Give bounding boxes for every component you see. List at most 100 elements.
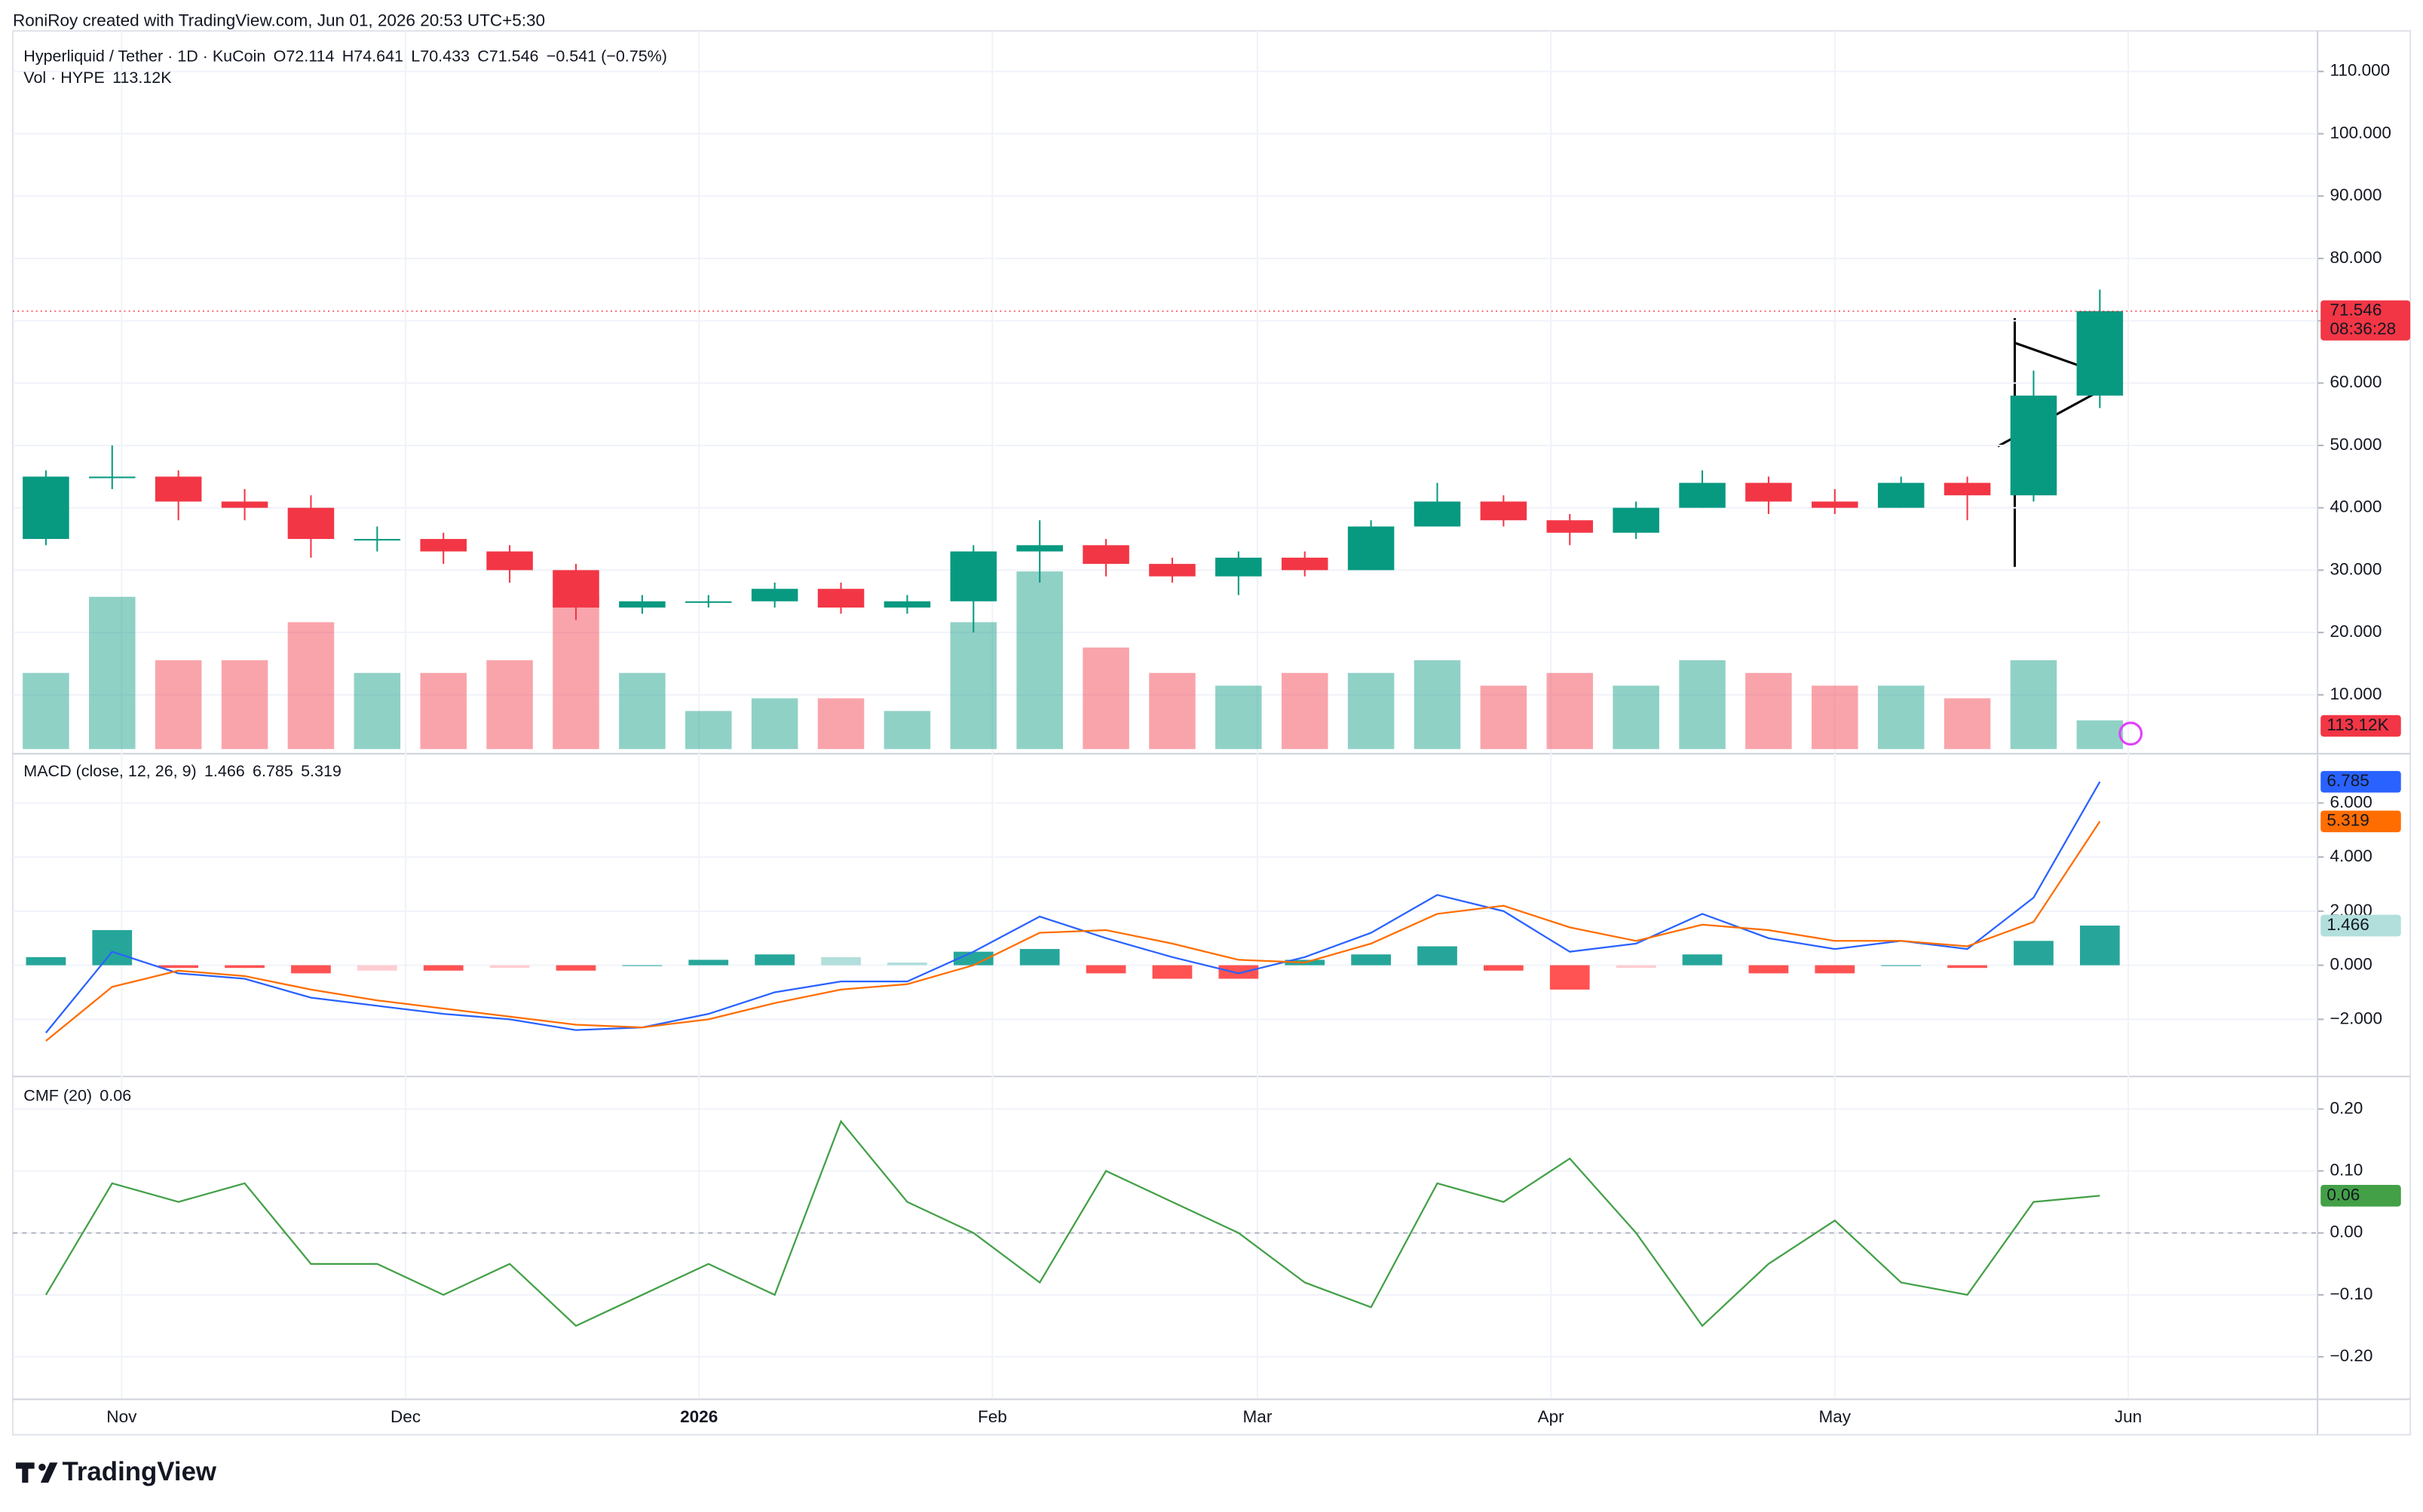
candle-body <box>1480 501 1527 521</box>
volume-bar <box>1877 685 1925 749</box>
candle-body <box>1149 564 1196 577</box>
volume-bar <box>1215 685 1262 749</box>
candle-body <box>1546 520 1594 533</box>
legend-title: Hyperliquid / Tether · 1D · KuCoin <box>23 47 265 66</box>
legend-volume: Vol · HYPE <box>23 69 105 87</box>
series-last-box <box>2320 810 2401 833</box>
y-tick-label: 0.10 <box>2330 1160 2363 1179</box>
volume-bar <box>420 672 467 749</box>
histogram-bar <box>2079 926 2120 966</box>
legend-title: MACD (close, 12, 26, 9) <box>23 762 196 780</box>
volume-last: 113.12K <box>2327 715 2388 734</box>
y-tick-label: −0.10 <box>2330 1284 2372 1303</box>
legend-high: H74.641 <box>342 47 403 66</box>
candle-body <box>817 589 865 608</box>
y-tick-label: 0.20 <box>2330 1098 2363 1117</box>
x-tick-label: Mar <box>1243 1407 1273 1426</box>
x-tick-label: Nov <box>106 1407 137 1426</box>
candle-body <box>287 507 335 540</box>
candle-body <box>1613 507 1659 533</box>
candle-body <box>1281 557 1328 571</box>
legend-change: −0.541 (−0.75%) <box>547 47 667 66</box>
volume-bar <box>1613 685 1659 749</box>
hist-last: 1.466 <box>2327 915 2369 934</box>
series-last: 6.785 <box>2327 771 2369 790</box>
histogram-bar <box>887 963 927 966</box>
candle-body <box>884 601 931 608</box>
cmf-last: 0.06 <box>2327 1185 2360 1204</box>
volume-bar <box>1347 672 1395 749</box>
volume-bar <box>1745 672 1792 749</box>
x-tick-label: Feb <box>978 1407 1007 1426</box>
candle-body <box>1745 482 1792 502</box>
price-box <box>2320 300 2411 341</box>
y-tick-label: 60.000 <box>2330 372 2382 391</box>
y-tick-label: 90.000 <box>2330 185 2382 204</box>
volume-bar <box>221 660 268 749</box>
candle-body <box>619 601 666 608</box>
histogram-bar <box>755 954 795 966</box>
candle-body <box>751 589 798 601</box>
histogram-bar <box>1351 954 1391 966</box>
y-tick-label: 50.000 <box>2330 435 2382 454</box>
y-tick-label: 30.000 <box>2330 559 2382 578</box>
volume-bar <box>1414 660 1461 749</box>
volume-bar <box>89 596 136 749</box>
histogram-bar <box>1748 965 1789 974</box>
alert-icon <box>2118 721 2143 746</box>
legend-cmf: 0.06 <box>100 1086 131 1104</box>
candle-body <box>1215 557 1262 577</box>
candle-body <box>420 539 467 552</box>
x-tick-label: Jun <box>2115 1407 2142 1426</box>
volume-bar <box>2010 660 2057 749</box>
histogram-bar <box>291 965 331 974</box>
volume-bar <box>751 698 798 749</box>
volume-bar <box>287 622 335 749</box>
histogram-bar <box>556 965 596 971</box>
series-line <box>44 1119 2100 1327</box>
legend-macd: 6.785 <box>253 762 293 780</box>
volume-bar <box>1944 698 1991 749</box>
candle-body <box>950 551 997 601</box>
x-tick-label: May <box>1819 1407 1852 1426</box>
histogram-bar <box>1682 954 1723 966</box>
y-tick-label: 0.000 <box>2330 955 2372 974</box>
volume-last-box <box>2320 715 2401 737</box>
candle-body <box>1877 482 1925 508</box>
legend-low: L70.433 <box>411 47 470 66</box>
volume-bar <box>486 660 533 749</box>
histogram-bar <box>1484 965 1524 971</box>
credit: RoniRoy created with TradingView.com, Ju… <box>13 11 545 30</box>
histogram-bar <box>489 965 530 969</box>
y-tick-label: 80.000 <box>2330 248 2382 267</box>
volume-bar <box>1281 672 1328 749</box>
candle-body <box>23 476 69 540</box>
histogram-bar <box>1616 965 1656 969</box>
volume-bar <box>155 660 202 749</box>
series-line <box>45 781 2101 1033</box>
frame <box>11 29 2412 1436</box>
series-last: 5.319 <box>2327 811 2369 830</box>
volume-bar <box>23 672 69 749</box>
y-tick-label: 110.000 <box>2330 61 2390 80</box>
candle-body <box>685 601 732 603</box>
y-tick-label: 20.000 <box>2330 622 2382 641</box>
y-tick-label: 6.000 <box>2330 792 2372 811</box>
volume-bar <box>1480 685 1527 749</box>
legend-signal: 5.319 <box>301 762 342 780</box>
candle-body <box>89 476 136 479</box>
y-tick-label: 100.000 <box>2330 123 2391 142</box>
volume-bar <box>1149 672 1196 749</box>
candle-body <box>486 551 533 571</box>
candle-body <box>354 539 401 541</box>
volume-bar <box>553 596 599 749</box>
legend-volume-value: 113.12K <box>112 69 172 87</box>
series-line <box>45 821 2101 1042</box>
histogram-bar <box>1815 965 1855 974</box>
y-tick-label: 4.000 <box>2330 846 2372 865</box>
candle-body <box>155 476 202 502</box>
cmf-last-box <box>2320 1185 2401 1207</box>
candle-body <box>1016 545 1063 552</box>
